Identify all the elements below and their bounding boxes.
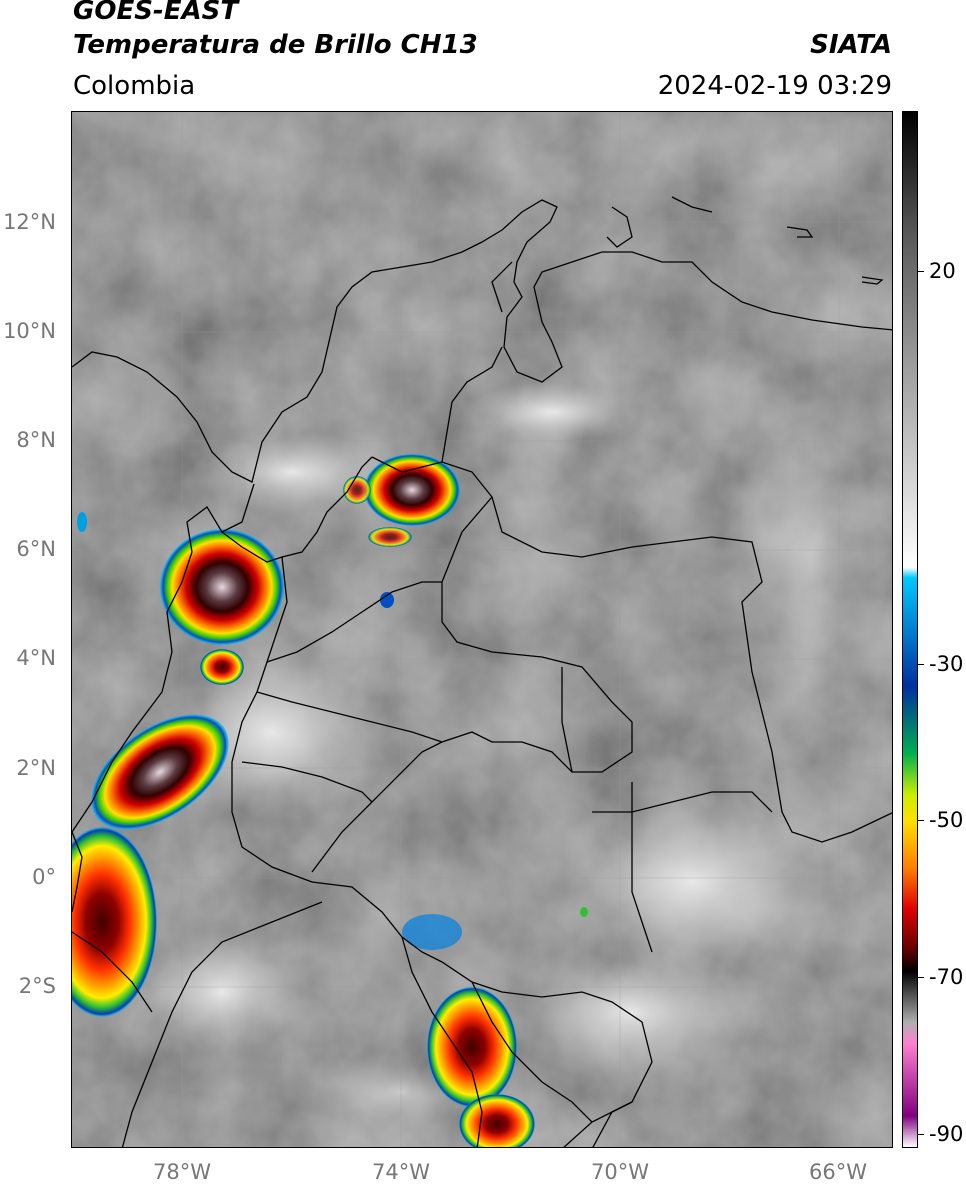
- lat-label-0: 0°: [32, 865, 56, 889]
- timestamp-label: 2024-02-19 03:29: [657, 71, 892, 101]
- region-label: Colombia: [73, 71, 196, 101]
- lat-label-2N: 2°N: [16, 756, 56, 780]
- colorbar-label-neg70: -70: [929, 965, 964, 989]
- colorbar-tick: [918, 977, 924, 978]
- colorbar-tick: [918, 271, 924, 272]
- lat-label-4N: 4°N: [16, 646, 56, 670]
- title-line1: GOES-EAST: [73, 0, 239, 26]
- colorbar-label-neg30: -30: [929, 652, 964, 676]
- lat-label-10N: 10°N: [3, 319, 56, 343]
- colorbar-label-neg90: -90: [929, 1122, 964, 1146]
- map-canvas: [72, 112, 892, 1147]
- lat-label-12N: 12°N: [3, 210, 56, 234]
- title-line2: Temperatura de Brillo CH13: [73, 30, 478, 60]
- satellite-map[interactable]: [71, 111, 893, 1148]
- coastlines-borders: [72, 196, 892, 1147]
- colorbar-tick: [918, 664, 924, 665]
- lon-label-78W: 78°W: [153, 1160, 211, 1184]
- lat-label-8N: 8°N: [16, 428, 56, 452]
- lat-label-2S: 2°S: [18, 974, 56, 998]
- colorbar-tick: [918, 1134, 924, 1135]
- colorbar-tick: [918, 820, 924, 821]
- colorbar-label-neg50: -50: [929, 808, 964, 832]
- cloud-fields: [142, 382, 892, 1132]
- lon-label-66W: 66°W: [809, 1160, 867, 1184]
- agency-label: SIATA: [810, 30, 892, 60]
- lon-label-70W: 70°W: [591, 1160, 649, 1184]
- lon-label-74W: 74°W: [372, 1160, 430, 1184]
- colorbar-label-20: 20: [929, 259, 956, 283]
- lat-label-6N: 6°N: [16, 537, 56, 561]
- convective-storms: [72, 454, 588, 1147]
- temperature-colorbar: [902, 111, 918, 1148]
